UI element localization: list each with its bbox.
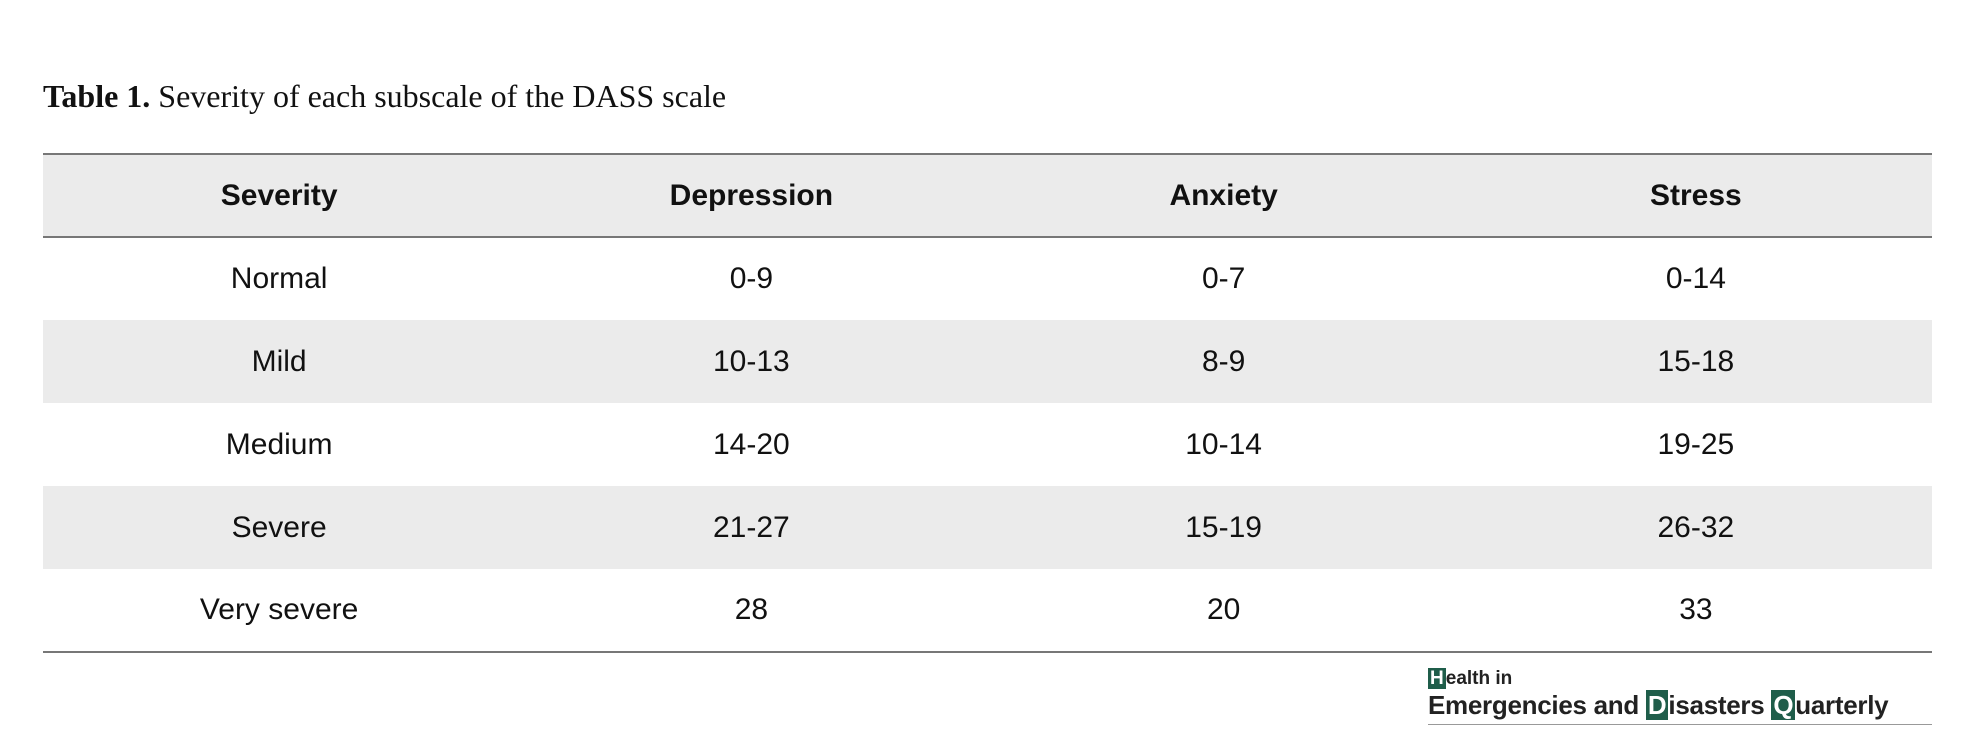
- logo-line-2: Emergencies and Disasters Quarterly: [1428, 690, 1889, 720]
- table-cell: Mild: [251, 344, 307, 378]
- table-cell: 21-27: [713, 510, 790, 544]
- table-cell: Normal: [230, 262, 328, 295]
- table-row: Very severe 28 20 33: [43, 569, 1932, 652]
- header-cell: Anxiety: [1169, 178, 1278, 212]
- header-cell: Severity: [220, 178, 338, 212]
- table: Severity Depression Anxiety Stress Normal 0-…: [43, 153, 1932, 653]
- table-cell: 33: [1679, 593, 1713, 626]
- table-cell: 28: [734, 593, 769, 626]
- table-cell: 8-9: [1201, 344, 1246, 378]
- table-cell: Medium: [225, 427, 333, 461]
- table-header: Severity Depression Anxiety Stress: [43, 154, 1932, 237]
- table-cell: 0-14: [1665, 262, 1726, 295]
- table-row: Mild 10-13 8-9 15-18: [43, 320, 1932, 403]
- table-row: Normal 0-9 0-7 0-14: [43, 237, 1932, 320]
- table-cell: 26-32: [1657, 510, 1735, 544]
- table-cell: 10-13: [713, 344, 790, 378]
- caption-label: Table 1.: [43, 78, 151, 114]
- table-cell: 15-18: [1657, 344, 1735, 378]
- header-cell: Stress: [1650, 178, 1742, 212]
- table-row: Medium 14-20 10-14 19-25: [43, 403, 1932, 486]
- table-cell: 14-20: [713, 427, 790, 461]
- table-row: Severe 21-27 15-19 26-32: [43, 486, 1932, 569]
- table-cell: Very severe: [199, 593, 359, 626]
- header-cell: Depression: [669, 178, 834, 212]
- table-cell: 10-14: [1185, 427, 1262, 461]
- header-row: Severity Depression Anxiety Stress: [43, 154, 1932, 237]
- table-body: Normal 0-9 0-7 0-14 Mild 10-13 8-9 15-18 Medium 1…: [43, 237, 1932, 652]
- table-caption: Table 1. Severity of each subscale of th…: [43, 78, 726, 115]
- table-cell: 0-7: [1201, 262, 1246, 295]
- table-cell: 0-9: [729, 262, 774, 295]
- table-cell: 15-19: [1185, 510, 1262, 544]
- caption-text: Severity of each subscale of the DASS sc…: [158, 78, 727, 114]
- table-cell: 20: [1206, 593, 1241, 626]
- table-cell: 19-25: [1657, 427, 1735, 461]
- table-cell: Severe: [231, 510, 327, 544]
